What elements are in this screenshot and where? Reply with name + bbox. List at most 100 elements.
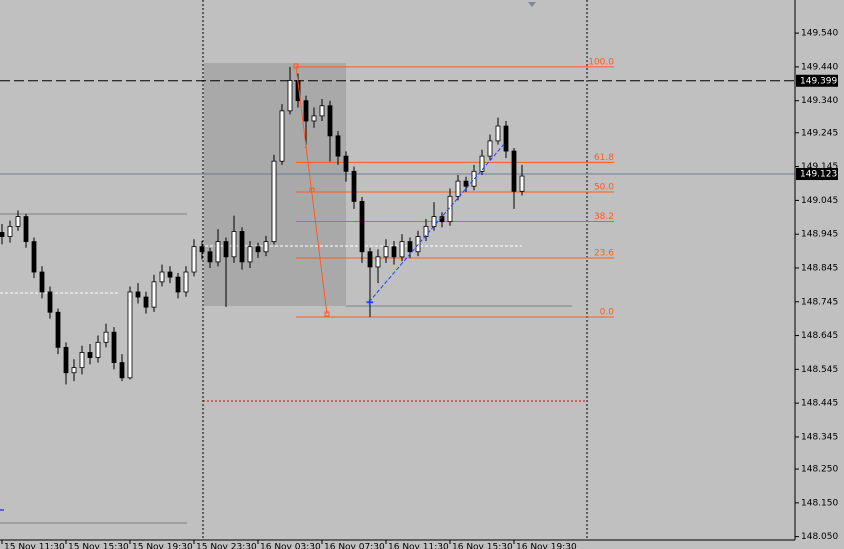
candle-body — [103, 331, 109, 343]
candle-body — [359, 201, 365, 253]
y-tick-label: 149.145 — [801, 162, 838, 172]
candle-body — [23, 216, 29, 243]
y-tick-label: 148.050 — [801, 532, 838, 542]
candle-body — [263, 241, 269, 253]
y-tick-label: 148.545 — [801, 365, 838, 375]
candle-body — [287, 80, 293, 112]
candle-body — [175, 276, 181, 293]
candle-body — [215, 241, 221, 263]
candle-body — [375, 256, 381, 268]
candle-body — [239, 231, 245, 263]
candle-body — [127, 291, 133, 379]
candle-body — [511, 150, 517, 192]
candle-body — [519, 175, 525, 192]
candle-body — [71, 367, 77, 374]
fib-label: 38.2 — [594, 212, 614, 222]
trendline — [368, 142, 506, 303]
candle-body — [223, 241, 229, 258]
y-tick-label: 149.440 — [801, 62, 838, 72]
candle-body — [231, 231, 237, 258]
x-tick-label: 15 Nov 11:30 — [4, 543, 65, 549]
candle-body — [351, 170, 357, 202]
candle-body — [383, 246, 389, 258]
price-axis — [795, 0, 844, 549]
candle-body — [487, 140, 493, 157]
y-tick-label: 149.045 — [801, 196, 838, 206]
price-label-box — [796, 74, 838, 87]
x-tick-label: 15 Nov 23:30 — [196, 543, 257, 549]
candle-body — [327, 105, 333, 137]
candle-body — [15, 216, 21, 227]
anchor — [309, 187, 315, 193]
x-tick-label: 15 Nov 19:30 — [132, 543, 193, 549]
fib-label: 61.8 — [594, 153, 614, 163]
candle-body — [183, 271, 189, 293]
candle-body — [463, 180, 469, 187]
y-tick-label: 148.345 — [801, 432, 838, 442]
x-tick-label: 16 Nov 19:30 — [516, 543, 577, 549]
candle-body — [199, 246, 205, 253]
fib-label: 50.0 — [594, 182, 614, 192]
candle-body — [191, 246, 197, 273]
y-tick-label: 148.845 — [801, 263, 838, 273]
anchor — [324, 311, 330, 317]
candle-body — [87, 352, 93, 358]
price-label-box — [796, 168, 838, 181]
candle-body — [407, 241, 413, 253]
candle-body — [391, 246, 397, 258]
y-tick-label: 148.150 — [801, 498, 838, 508]
x-tick-label: 16 Nov 03:30 — [260, 543, 321, 549]
fib-label: 23.6 — [594, 248, 614, 258]
anchor-cross: ✚ — [366, 299, 374, 309]
candle-body — [55, 311, 61, 348]
fib-trendline — [295, 65, 328, 315]
candle-body — [7, 226, 13, 237]
x-tick-label: 16 Nov 07:30 — [324, 543, 385, 549]
price-label: 149.399 — [800, 76, 837, 86]
anchor — [293, 63, 299, 69]
y-tick-label: 148.645 — [801, 331, 838, 341]
x-tick-label: 15 Nov 15:30 — [68, 543, 129, 549]
candle-body — [303, 100, 309, 122]
candle-body — [255, 246, 261, 253]
candle-body — [119, 362, 125, 379]
x-tick-label: 16 Nov 15:30 — [452, 543, 513, 549]
candle-body — [423, 226, 429, 237]
candle-body — [95, 341, 101, 358]
candle-body — [343, 155, 349, 172]
candle-body — [311, 115, 317, 122]
candle-body — [167, 271, 173, 278]
candle-body — [495, 125, 501, 142]
candle-body — [335, 135, 341, 157]
candle-body — [247, 246, 253, 263]
candle-body — [143, 296, 149, 308]
candle-body — [279, 110, 285, 162]
candle-body — [0, 232, 5, 237]
y-tick-label: 149.245 — [801, 128, 838, 138]
candle-body — [455, 180, 461, 197]
y-tick-label: 149.340 — [801, 96, 838, 106]
candle-body — [471, 170, 477, 187]
candle-body — [151, 281, 157, 308]
y-tick-label: 149.540 — [801, 29, 838, 39]
candle-body — [431, 216, 437, 227]
candle-body — [47, 291, 53, 313]
candle-body — [479, 155, 485, 172]
fib-label: 100.0 — [588, 57, 614, 67]
y-tick-label: 148.250 — [801, 465, 838, 475]
candle-body — [503, 125, 509, 152]
candle-body — [367, 251, 373, 268]
candle-body — [111, 331, 117, 363]
fib-label: 0.0 — [600, 307, 615, 317]
candle-body — [399, 241, 405, 258]
shift-marker — [528, 2, 536, 7]
candle-body — [319, 105, 325, 117]
x-tick-label: 16 Nov 11:30 — [388, 543, 449, 549]
candle-body — [159, 271, 165, 283]
candle-body — [135, 291, 141, 298]
candle-body — [31, 241, 37, 273]
y-tick-label: 148.945 — [801, 230, 838, 240]
candle-body — [39, 271, 45, 293]
